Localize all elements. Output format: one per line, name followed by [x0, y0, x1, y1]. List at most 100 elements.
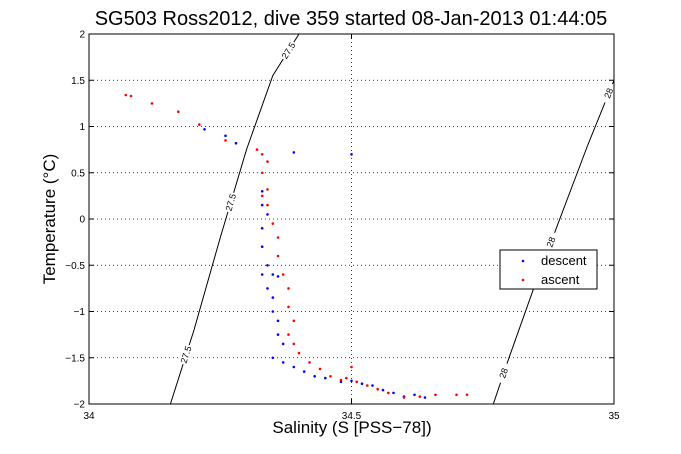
contour-group: [169, 34, 614, 404]
chart-title: SG503 Ross2012, dive 359 started 08-Jan-…: [95, 8, 608, 30]
y-tick-label: −0.5: [65, 261, 85, 272]
ascent-point: [287, 305, 290, 309]
descent-point: [260, 227, 264, 230]
ascent-point: [387, 391, 390, 395]
ascent-point: [281, 273, 285, 276]
contour-label-bg: [542, 230, 560, 254]
ascent-point: [129, 94, 133, 98]
legend-box: [499, 249, 598, 290]
ascent-point: [198, 123, 201, 126]
descent-point: [234, 141, 238, 145]
legend-label-ascent: ascent: [541, 272, 580, 287]
y-tick-label: 2: [79, 30, 85, 41]
y-tick-label: −1: [74, 307, 86, 318]
ascent-point: [150, 102, 154, 105]
descent-point: [324, 376, 327, 380]
descent-point: [350, 379, 353, 383]
ascent-point: [434, 393, 437, 397]
ascent-point: [455, 393, 458, 397]
descent-point: [271, 273, 275, 276]
ascent-point: [276, 254, 280, 258]
grid-lines: [89, 34, 614, 404]
contour-label: 28: [545, 236, 558, 249]
descent-point: [413, 393, 416, 397]
ascent-point: [266, 203, 269, 207]
ascent-point: [292, 342, 296, 346]
ascent-point: [345, 376, 348, 380]
contour-label-bg: [178, 343, 194, 366]
contour-label: 28: [602, 87, 615, 100]
series-descent: [203, 128, 427, 399]
y-axis-label: Temperature (°C): [40, 154, 59, 285]
ascent-point: [271, 222, 275, 225]
y-tick-label: 1: [79, 122, 85, 133]
legend-marker-ascent: [521, 278, 525, 282]
ascent-point: [297, 351, 301, 355]
x-tick-label: 34: [83, 411, 95, 422]
ascent-point: [260, 153, 264, 156]
descent-point: [371, 384, 374, 387]
descent-point: [313, 375, 317, 378]
ascent-point: [255, 148, 259, 151]
ascent-point: [402, 396, 406, 399]
descent-point: [271, 310, 275, 313]
legend: descent ascent: [499, 249, 598, 290]
ascent-point: [318, 367, 322, 371]
descent-point: [281, 342, 285, 346]
y-tick-label: 1.5: [71, 76, 85, 87]
contour-label: 27.5: [179, 345, 194, 365]
ascent-point: [260, 194, 264, 198]
contour-label: 28: [497, 367, 510, 380]
ascent-point: [376, 387, 380, 391]
ascent-point: [266, 188, 269, 191]
descent-point: [276, 275, 280, 278]
descent-point: [266, 213, 269, 216]
ascent-point: [292, 319, 296, 323]
ascent-point: [266, 160, 269, 163]
ascent-point: [287, 287, 290, 290]
y-tick-label: −2: [74, 400, 86, 411]
descent-point: [271, 296, 275, 299]
descent-point: [203, 128, 206, 131]
ascent-point: [276, 236, 280, 239]
axis-ticks: 34 34.5 35 −2 −1.5 −1 −0.5 0 0.5 1 1.5 2: [65, 30, 620, 423]
descent-point: [271, 356, 275, 360]
ascent-point: [350, 365, 353, 369]
x-axis-label: Salinity (S [PSS−78]): [272, 418, 431, 437]
ascent-point: [287, 333, 290, 336]
legend-label-descent: descent: [541, 253, 587, 268]
descent-point: [276, 333, 280, 336]
descent-point: [260, 203, 264, 207]
ascent-point: [260, 171, 264, 175]
ascent-point: [177, 110, 180, 113]
descent-point: [260, 273, 264, 276]
y-tick-label: 0.5: [71, 168, 85, 179]
descent-point: [302, 370, 306, 373]
ascent-point: [465, 393, 469, 397]
ascent-point: [366, 384, 369, 387]
descent-point: [266, 287, 269, 290]
contour-label: 27.5: [224, 193, 239, 213]
descent-point: [360, 382, 364, 386]
series-ascent: [124, 93, 469, 399]
descent-point: [392, 391, 395, 395]
descent-point: [260, 245, 264, 248]
descent-point: [292, 151, 296, 154]
descent-point: [281, 361, 285, 364]
x-tick-label: 34.5: [342, 411, 362, 422]
data-series: [124, 93, 469, 399]
ascent-point: [124, 93, 128, 97]
ascent-point: [418, 395, 422, 398]
legend-marker-descent: [521, 259, 525, 263]
y-tick-label: −1.5: [65, 353, 85, 364]
x-tick-label: 35: [608, 411, 620, 422]
y-tick-label: 0: [79, 215, 85, 226]
descent-point: [266, 264, 269, 267]
contour-label-bg: [278, 39, 299, 62]
ascent-point: [339, 378, 343, 382]
descent-point: [423, 396, 427, 399]
descent-point: [292, 365, 296, 369]
descent-point: [260, 190, 264, 193]
contour-label-bg: [495, 362, 512, 385]
